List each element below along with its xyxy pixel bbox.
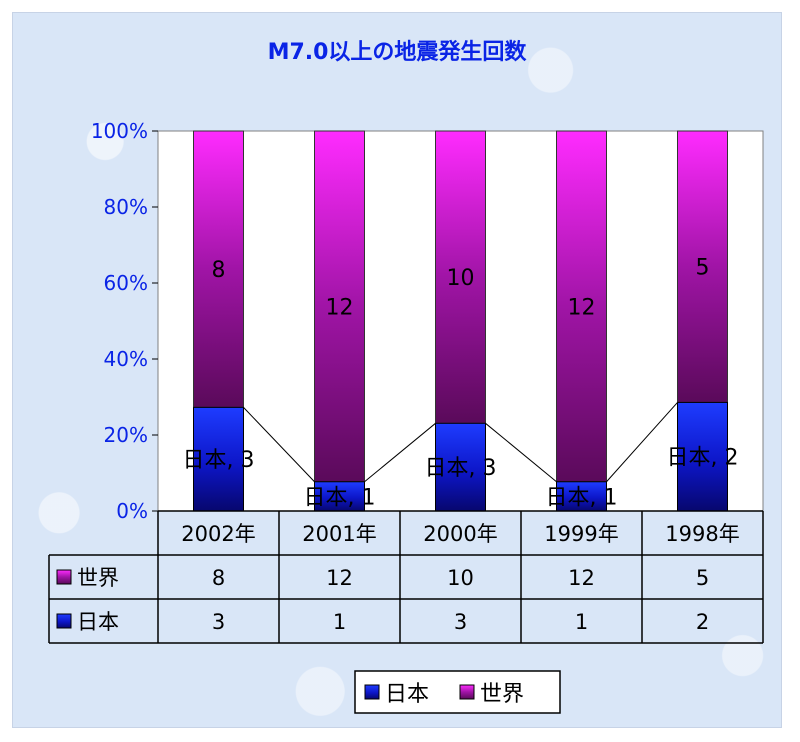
- series-line: [364, 422, 436, 483]
- data-label-japan: 日本, 2: [667, 446, 739, 471]
- table-category: 1999年: [544, 522, 618, 546]
- table-cell: 10: [447, 566, 474, 590]
- table-category: 2000年: [423, 522, 497, 546]
- chart-title: M7.0以上の地震発生回数: [268, 39, 528, 65]
- series-line: [606, 402, 678, 483]
- series-line: [243, 407, 315, 483]
- series-line: [485, 422, 557, 483]
- data-label-japan: 日本, 3: [425, 456, 497, 481]
- bar-world: [677, 130, 728, 403]
- table-cell: 12: [568, 566, 595, 590]
- table-cell: 3: [454, 610, 467, 634]
- table-cell: 2: [696, 610, 709, 634]
- y-tick-label: 0%: [116, 499, 148, 523]
- table-category: 1998年: [665, 522, 739, 546]
- legend-box: [354, 670, 561, 714]
- y-tick-label: 100%: [91, 119, 148, 143]
- table-cell: 1: [333, 610, 346, 634]
- table-cell: 5: [696, 566, 709, 590]
- legend-label: 世界: [480, 682, 524, 707]
- bar-japan: [677, 401, 728, 512]
- data-label-japan: 日本, 3: [183, 448, 255, 473]
- y-tick-label: 60%: [104, 271, 148, 295]
- table-legend-key: [56, 613, 72, 629]
- table-row-label: 世界: [77, 566, 119, 590]
- table-cell: 12: [326, 566, 353, 590]
- y-tick-label: 80%: [104, 195, 148, 219]
- plot-area: 8 日本, 3 12 日本, 1 10 日本, 3 12 日本, 1 5 日本, 2: [157, 130, 764, 512]
- table-cell: 3: [212, 610, 225, 634]
- table-category: 2002年: [181, 522, 255, 546]
- bar-world: [435, 130, 486, 424]
- y-tick-label: 20%: [104, 423, 148, 447]
- y-axis: 0% 20% 40% 60% 80% 100%: [91, 119, 158, 523]
- data-label-japan: 日本, 1: [304, 485, 376, 510]
- table-legend-key: [56, 569, 72, 585]
- table-cell: 1: [575, 610, 588, 634]
- data-label-world: 12: [568, 295, 596, 320]
- data-label-world: 10: [447, 266, 475, 291]
- bar-world: [193, 130, 244, 408]
- data-label-world: 5: [696, 256, 710, 281]
- table-category: 2001年: [302, 522, 376, 546]
- bar-world: [556, 130, 607, 483]
- legend: 日本 世界: [354, 670, 561, 714]
- bar-japan: [193, 406, 244, 512]
- legend-key: [459, 684, 475, 700]
- chart-area: M7.0以上の地震発生回数 8 日本, 3 12 日本, 1 10 日本, 3 12 日本, …: [12, 12, 782, 728]
- data-label-world: 8: [212, 258, 226, 283]
- legend-key: [364, 684, 380, 700]
- legend-label: 日本: [385, 682, 429, 707]
- y-tick-label: 40%: [104, 347, 148, 371]
- data-label-world: 12: [326, 295, 354, 320]
- table-row-label: 日本: [77, 610, 119, 634]
- data-label-japan: 日本, 1: [546, 485, 618, 510]
- bar-world: [314, 130, 365, 483]
- table-cell: 8: [212, 566, 225, 590]
